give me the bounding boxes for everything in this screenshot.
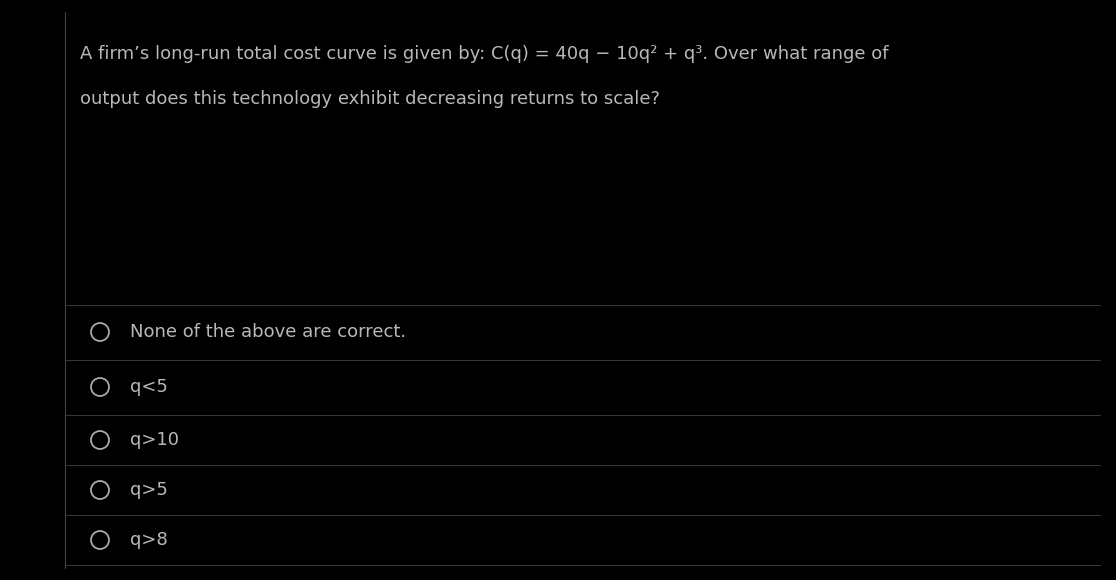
Text: q>8: q>8 (129, 531, 167, 549)
Text: None of the above are correct.: None of the above are correct. (129, 323, 406, 341)
Text: q<5: q<5 (129, 378, 167, 396)
Text: q>10: q>10 (129, 431, 179, 449)
Text: A firm’s long-run total cost curve is given by: C(q) = 40q − 10q² + q³. Over wha: A firm’s long-run total cost curve is gi… (80, 45, 888, 63)
Text: q>5: q>5 (129, 481, 167, 499)
Text: output does this technology exhibit decreasing returns to scale?: output does this technology exhibit decr… (80, 90, 660, 108)
